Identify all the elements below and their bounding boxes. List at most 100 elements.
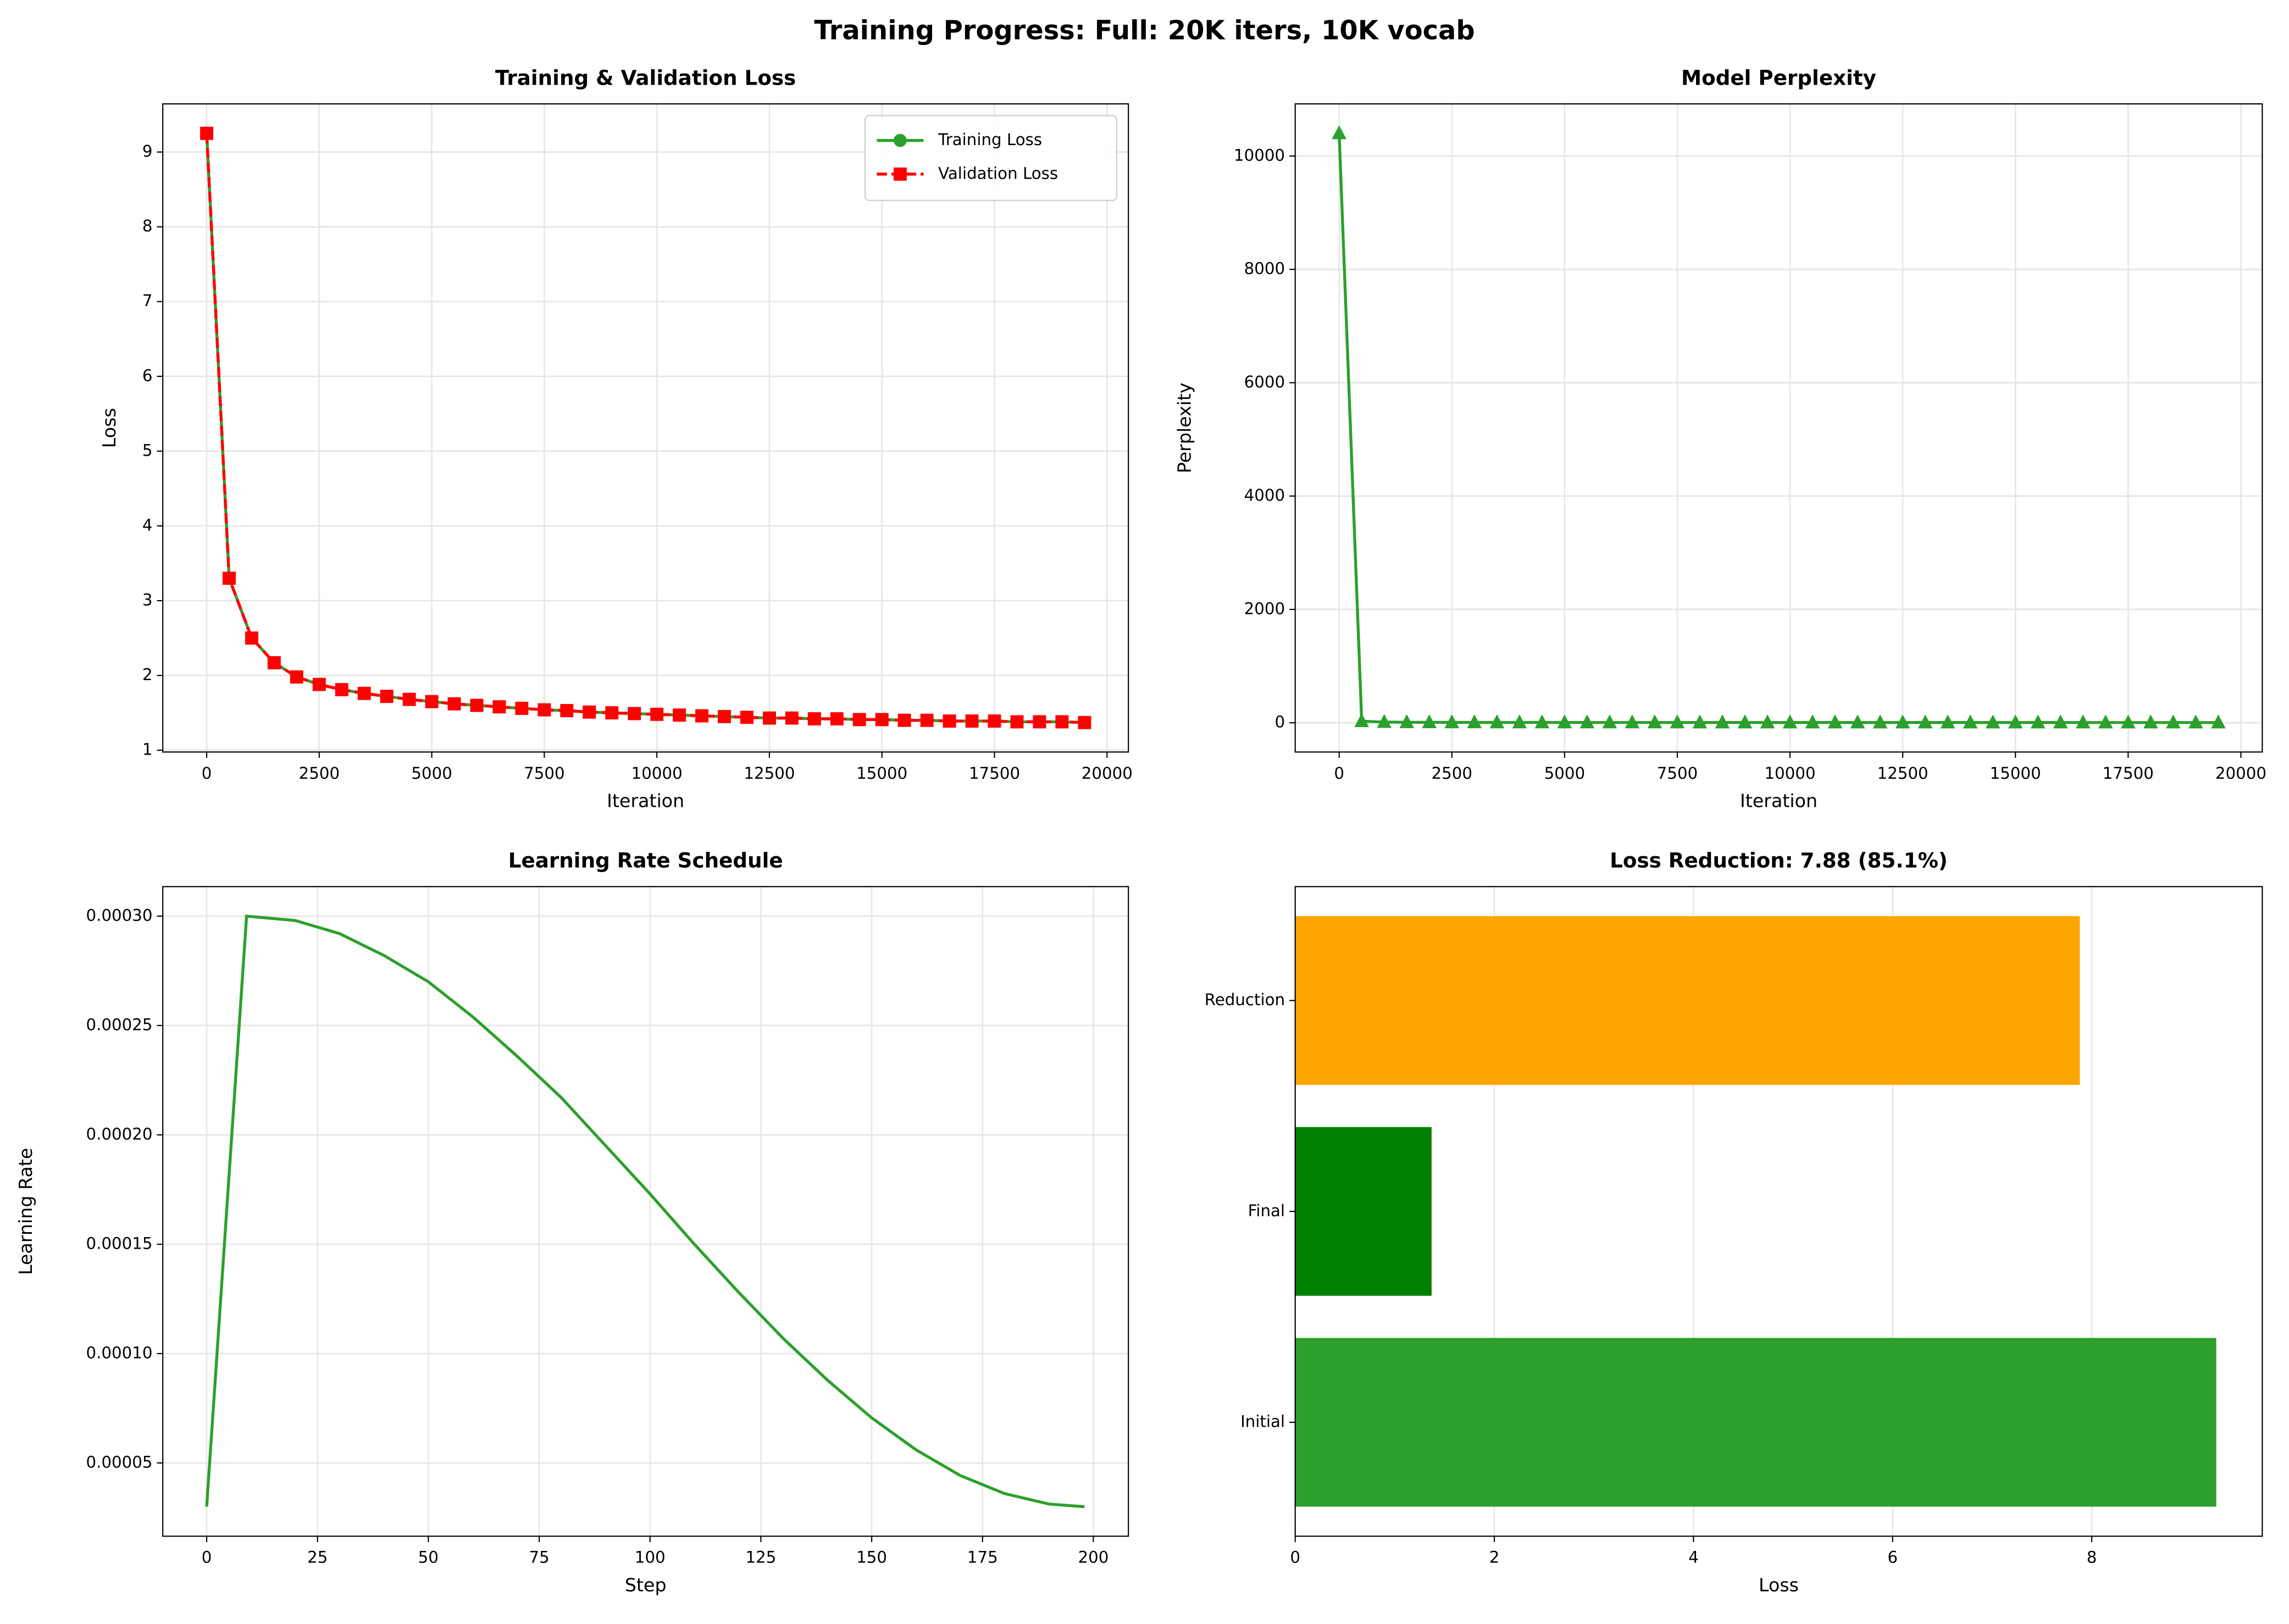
bar <box>1295 1338 2216 1507</box>
marker <box>492 700 506 714</box>
y-tick-label: 0.00025 <box>86 1015 153 1034</box>
marker <box>1895 714 1910 729</box>
x-tick-label: 7500 <box>524 764 564 783</box>
marker <box>2053 714 2068 729</box>
marker <box>1010 715 1024 729</box>
x-tick-label: 25 <box>307 1548 328 1567</box>
x-tick-label: 17500 <box>969 764 1020 783</box>
marker <box>1872 714 1888 729</box>
marker <box>1422 714 1437 729</box>
marker <box>1782 714 1798 729</box>
marker <box>2211 714 2226 729</box>
legend-box <box>864 115 1117 201</box>
marker <box>1760 714 1775 729</box>
marker <box>2143 714 2158 729</box>
marker <box>1963 714 1978 729</box>
x-tick-label: 10000 <box>631 764 683 783</box>
series-line <box>205 914 1085 1509</box>
marker <box>897 713 911 727</box>
y-tick-label: 8 <box>142 217 153 235</box>
x-tick-label: 12500 <box>1877 764 1928 783</box>
marker <box>893 167 907 181</box>
y-tick-label: 10000 <box>1234 146 1285 164</box>
y-tick-label: 9 <box>142 142 153 160</box>
marker <box>1078 716 1091 729</box>
marker <box>267 656 281 669</box>
marker <box>1850 714 1865 729</box>
marker <box>1715 714 1730 729</box>
y-axis-label: Learning Rate <box>15 1148 36 1275</box>
marker <box>2098 714 2113 729</box>
marker <box>1827 714 1843 729</box>
marker <box>965 714 979 728</box>
marker <box>2121 714 2136 729</box>
x-tick-label: 50 <box>418 1548 439 1567</box>
chart-title: Learning Rate Schedule <box>508 849 783 873</box>
marker <box>357 686 371 700</box>
marker <box>470 699 484 712</box>
y-tick-label: 0.00015 <box>86 1234 153 1252</box>
marker <box>2188 714 2203 729</box>
y-tick-label: 0.00005 <box>86 1453 153 1471</box>
x-tick-label: 5000 <box>411 764 452 783</box>
marker <box>650 707 664 721</box>
marker <box>1399 714 1415 728</box>
marker <box>1377 714 1392 728</box>
marker <box>515 701 529 715</box>
marker <box>200 126 214 140</box>
marker <box>1332 125 1346 140</box>
y-tick-label: 2000 <box>1244 599 1285 618</box>
marker <box>875 713 889 727</box>
marker <box>1737 714 1753 729</box>
x-tick-label: 15000 <box>1990 764 2041 783</box>
x-tick-label: 0 <box>202 764 212 783</box>
x-tick-label: 200 <box>1078 1548 1109 1567</box>
marker <box>785 711 799 725</box>
marker <box>537 703 551 717</box>
y-tick-label: 4 <box>142 516 153 534</box>
x-axis-label: Iteration <box>607 790 684 811</box>
y-tick-label: 5 <box>142 441 153 459</box>
x-tick-label: 12500 <box>744 764 795 783</box>
figure-title: Training Progress: Full: 20K iters, 10K … <box>814 16 1475 46</box>
x-tick-label: 7500 <box>1657 764 1698 783</box>
x-tick-label: 8 <box>2087 1548 2097 1567</box>
y-axis-label: Perplexity <box>1174 383 1195 473</box>
y-tick-label: 2 <box>142 666 153 684</box>
x-tick-label: 175 <box>967 1548 998 1567</box>
y-tick-label: 0 <box>1274 713 1285 731</box>
x-tick-label: 15000 <box>856 764 907 783</box>
x-tick-label: 4 <box>1688 1548 1699 1567</box>
marker <box>1805 714 1820 729</box>
x-tick-label: 20000 <box>2215 764 2266 783</box>
marker <box>290 670 303 684</box>
marker <box>312 678 326 691</box>
marker <box>380 690 393 703</box>
marker <box>988 714 1001 728</box>
x-tick-label: 2 <box>1489 1548 1500 1567</box>
marker <box>447 697 461 711</box>
x-axis-label: Loss <box>1759 1574 1799 1595</box>
marker <box>740 711 753 724</box>
axes-frame <box>1294 103 2263 753</box>
x-axis-label: Iteration <box>1740 790 1817 811</box>
bar <box>1295 916 2080 1085</box>
y-axis-label: Loss <box>98 408 120 448</box>
x-tick-label: 2500 <box>1432 764 1472 783</box>
marker <box>2166 714 2181 729</box>
marker <box>673 708 686 722</box>
marker <box>852 713 866 727</box>
x-tick-label: 6 <box>1887 1548 1898 1567</box>
marker <box>762 711 776 725</box>
x-tick-label: 150 <box>856 1548 887 1567</box>
y-tick-label: 0.00010 <box>86 1343 153 1362</box>
marker <box>830 712 844 725</box>
x-tick-label: 125 <box>746 1548 777 1567</box>
marker <box>245 631 258 645</box>
marker <box>2008 714 2023 729</box>
marker <box>1512 714 1527 729</box>
marker <box>943 714 956 728</box>
x-tick-label: 0 <box>1290 1548 1300 1567</box>
